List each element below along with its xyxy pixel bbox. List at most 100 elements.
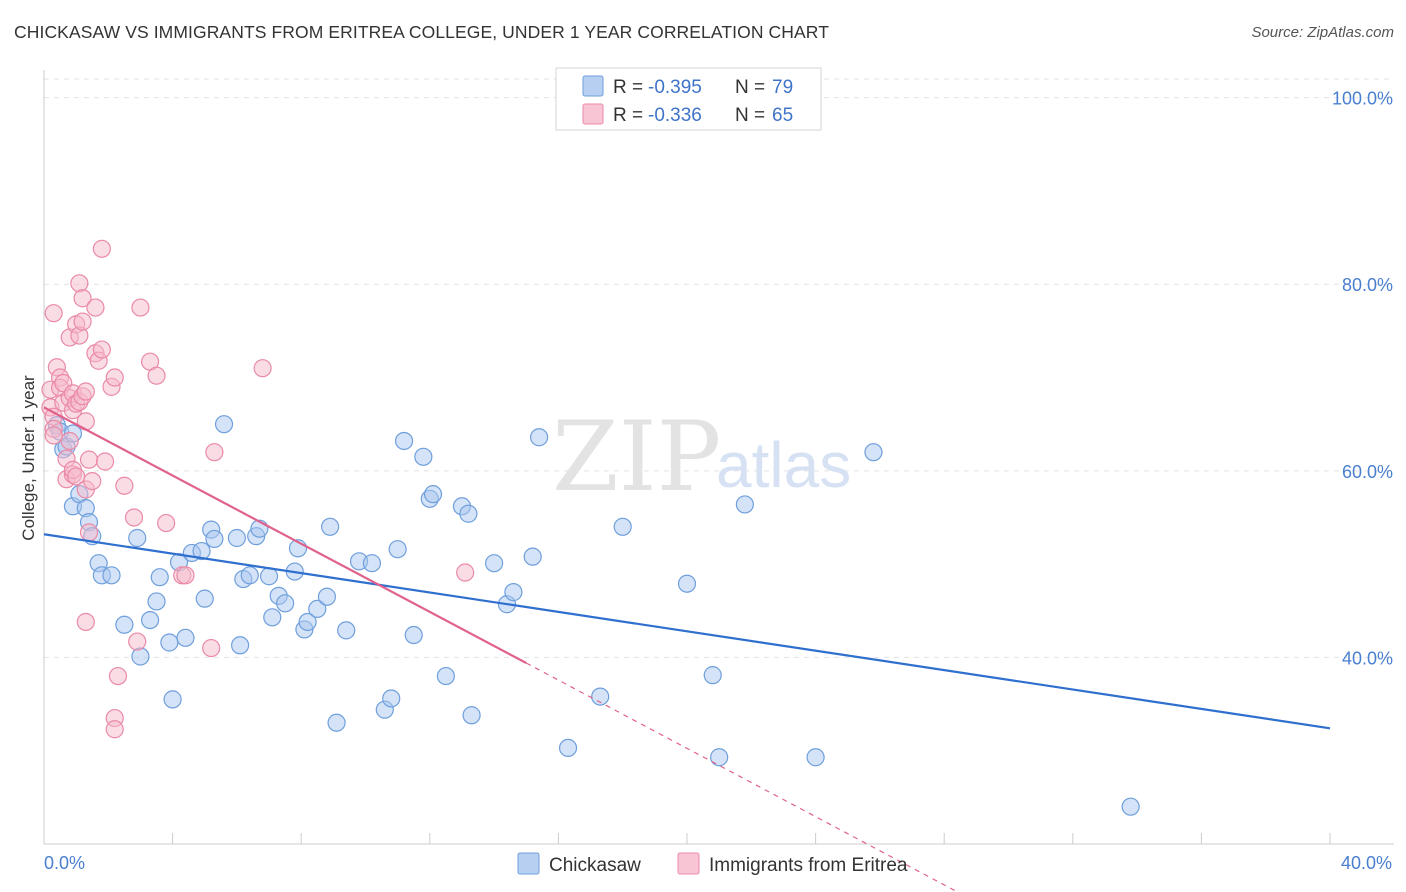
eritrea-point-55 [176,566,195,585]
correlation-legend: R = -0.395 N = 79 R = -0.336 N = 65 [555,67,822,131]
bottom-legend-label-chickasaw: Chickasaw [549,855,641,876]
chickasaw-point-19 [160,633,179,652]
bottom-legend: Chickasaw Immigrants from Eritrea [517,852,908,876]
eritrea-point-58 [253,359,272,378]
trend-lines [43,406,1331,892]
chickasaw-point-47 [337,621,356,640]
chickasaw-point-51 [382,689,401,708]
eritrea-point-34 [79,523,99,542]
eritrea-point-57 [205,443,224,462]
chickasaw-point-16 [140,610,160,630]
eritrea-point-28 [73,289,92,308]
chickasaw-point-69 [613,517,632,536]
y-tick-label-1: 60.0% [1342,462,1393,482]
chickasaw-point-66 [530,428,549,447]
eritrea-point-23 [70,274,89,293]
eritrea-point-29 [76,382,95,401]
eritrea-point-26 [73,312,92,331]
eritrea-point-35 [83,471,102,491]
eritrea-point-45 [105,720,124,739]
chickasaw-point-38 [276,594,295,613]
chickasaw-point-62 [485,554,504,573]
chickasaw-point-71 [703,666,722,685]
eritrea-point-56 [202,638,221,658]
x-tick-label-max: 40.0% [1341,853,1392,873]
chickasaw-point-58 [436,666,455,686]
chickasaw-point-70 [677,574,697,593]
eritrea-point-49 [128,632,147,651]
eritrea-point-59 [456,563,475,582]
eritrea-point-52 [147,366,166,385]
chickasaw-point-65 [523,547,542,566]
chickasaw-point-44 [317,587,337,606]
chickasaw-point-75 [864,443,883,462]
eritrea-point-53 [157,513,176,533]
chickasaw-point-36 [263,608,282,627]
chickasaw-point-49 [362,554,382,573]
x-ticks [43,833,1331,844]
legend-n-label-1: N = [735,77,770,98]
watermark-atlas: atlas [716,429,851,501]
legend-n-value-2: 65 [772,105,793,126]
x-tick-labels: 0.0% 40.0% [44,853,1392,873]
bottom-legend-label-eritrea: Immigrants from Eritrea [709,855,908,876]
legend-swatch-chickasaw [582,75,604,97]
chickasaw-point-30 [231,636,250,655]
chickasaw-point-28 [214,415,234,434]
legend-row-2: R = -0.336 N = 65 [613,105,793,126]
source-credit: Source: ZipAtlas.com [1251,24,1394,41]
chickasaw-point-45 [321,517,340,536]
chickasaw-point-53 [394,431,414,451]
eritrea-point-36 [86,298,105,317]
watermark-zip: ZIP [552,401,721,513]
chickasaw-point-15 [131,647,150,666]
eritrea-point-40 [92,239,111,258]
chickasaw-point-42 [298,612,317,632]
eritrea-point-47 [115,476,134,495]
eritrea-point-46 [108,666,128,686]
chickasaw-point-24 [192,541,211,561]
series-eritrea-points [41,239,475,739]
axes [43,70,1394,845]
chickasaw-point-13 [115,615,134,634]
legend-n-label-2: N = [735,105,770,126]
bottom-legend-swatch-chickasaw [517,852,540,875]
chickasaw-point-55 [414,447,433,466]
eritrea-point-41 [95,452,115,471]
chickasaw-point-12 [102,566,121,585]
chickasaw-point-61 [462,706,481,725]
eritrea-point-32 [76,612,95,632]
chickasaw-point-57 [423,485,443,504]
chickasaw-point-35 [259,567,279,586]
legend-r-value-1: -0.395 [648,77,702,98]
chickasaw-point-72 [710,748,729,767]
y-tick-label-3: 100.0% [1332,89,1393,109]
chart-title: CHICKASAW VS IMMIGRANTS FROM ERITREA COL… [14,22,829,42]
legend-r-label-1: R = [613,77,648,98]
bottom-legend-swatch-eritrea [677,852,700,875]
y-axis-title: College, Under 1 year [19,375,38,541]
eritrea-point-50 [131,298,150,317]
chickasaw-point-27 [205,529,224,549]
trend-line-chickasaw [43,533,1331,730]
eritrea-point-4 [44,426,63,445]
y-tick-label-2: 80.0% [1342,275,1393,295]
legend-n-value-1: 79 [772,77,793,98]
trend-line-eritrea-extension [525,662,959,892]
trend-line-eritrea [43,406,527,664]
chickasaw-point-68 [591,687,610,706]
legend-swatch-eritrea [582,103,604,125]
chickasaw-point-54 [404,625,423,645]
legend-r-value-2: -0.336 [648,105,702,126]
chickasaw-point-74 [806,748,825,767]
y-tick-label-0: 40.0% [1342,648,1393,668]
legend-r-label-2: R = [613,105,648,126]
chickasaw-point-32 [240,566,259,585]
y-tick-labels: 40.0% 60.0% 80.0% 100.0% [1332,89,1393,669]
eritrea-point-48 [124,508,144,527]
chickasaw-point-22 [176,628,195,647]
chickasaw-point-60 [459,504,478,523]
watermark: ZIP atlas [552,401,851,513]
chickasaw-point-43 [308,599,327,619]
